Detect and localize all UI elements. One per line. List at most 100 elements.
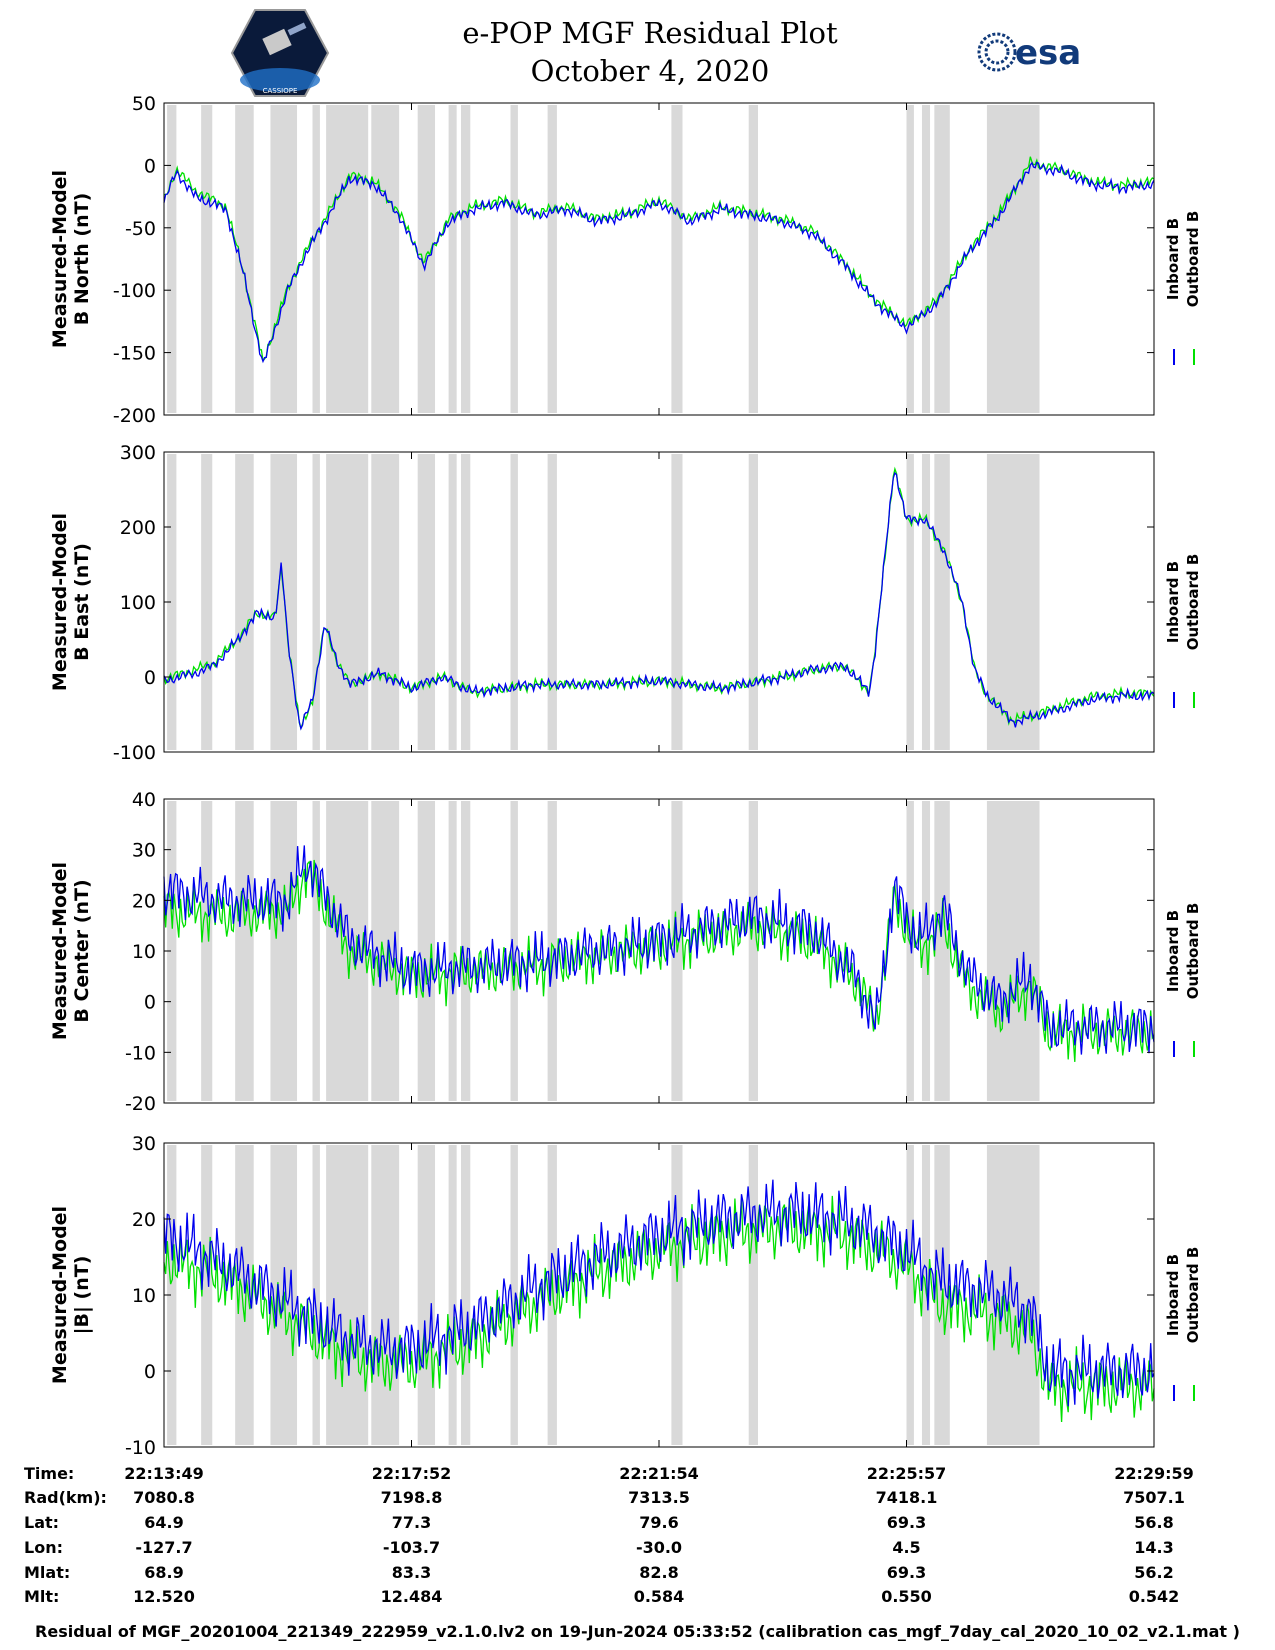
info-value-lat: 56.8 [1134,1513,1173,1532]
shade-band [510,105,518,413]
info-value-lon: -30.0 [636,1538,682,1557]
shade-band [167,454,177,750]
shade-band [671,1145,683,1445]
info-value-time: 22:29:59 [1114,1464,1194,1483]
series-line-inboard [163,161,1155,364]
series-line-inboard [163,1179,1155,1407]
shade-band [748,105,758,413]
shade-band [986,1145,1040,1445]
shade-band [934,105,950,413]
info-value-lat: 69.3 [887,1513,926,1532]
info-row-label: Lon: [24,1538,63,1557]
info-value-mlt: 0.542 [1129,1587,1180,1606]
series-line-outboard [163,859,1155,1062]
y-axis-label-line1: Measured-Model [49,862,71,1040]
info-value-mlat: 69.3 [887,1563,926,1582]
legend-inboard-label: Inboard B [1164,561,1182,643]
y-tick-label: 30 [132,1133,156,1155]
logo-left-text: CASSIOPE [263,87,298,95]
legend-outboard-label: Outboard B [1184,903,1202,1000]
y-tick-label: 0 [144,992,156,1014]
shade-band [326,454,369,750]
info-value-lon: -127.7 [135,1538,192,1557]
shade-band [906,801,914,1101]
y-axis-label-line2: B Center (nT) [71,879,93,1022]
series-line-inboard [163,471,1155,731]
info-value-lat: 79.6 [639,1513,678,1532]
y-tick-label: -10 [125,1042,156,1064]
shade-band [448,454,457,750]
shade-band [167,1145,177,1445]
shade-band [921,454,931,750]
y-tick-label: -50 [125,218,156,240]
shade-band [461,105,471,413]
info-value-lon: 14.3 [1134,1538,1173,1557]
y-tick-label: 20 [132,890,156,912]
y-tick-label: -20 [125,1093,156,1115]
shade-band [671,105,683,413]
legend-outboard-label: Outboard B [1184,211,1202,308]
info-value-mlat: 83.3 [392,1563,431,1582]
info-value-lon: -103.7 [383,1538,440,1557]
shade-band [270,801,298,1101]
info-value-mlat: 68.9 [144,1563,183,1582]
shade-band [547,1145,557,1445]
shade-band [235,105,254,413]
shade-band [510,454,518,750]
info-value-time: 22:17:52 [372,1464,452,1483]
legend-inboard-label: Inboard B [1164,1254,1182,1336]
shade-band [547,801,557,1101]
shade-band [371,1145,400,1445]
shade-band [906,105,914,413]
shade-band [921,801,931,1101]
shade-band [371,105,400,413]
y-axis-label-line1: Measured-Model [49,1206,71,1384]
y-axis-label-line2: B East (nT) [71,543,93,661]
shade-band [326,105,369,413]
shade-band [167,105,177,413]
shade-band [201,105,213,413]
title-line2: October 4, 2020 [530,54,770,88]
info-row-label: Lat: [24,1513,59,1532]
legend-inboard-label: Inboard B [1164,218,1182,300]
info-value-mlt: 0.584 [634,1587,685,1606]
chart-title: e-POP MGF Residual Plot October 4, 2020 [380,14,920,90]
shade-band [906,1145,914,1445]
shade-band [461,454,471,750]
info-value-mlt: 12.520 [133,1587,195,1606]
y-tick-label: 100 [120,592,156,614]
shade-band [510,1145,518,1445]
shade-band [167,801,177,1101]
shade-band [201,801,213,1101]
shade-band [417,801,436,1101]
info-value-mlat: 56.2 [1134,1563,1173,1582]
info-value-time: 22:25:57 [867,1464,947,1483]
shade-band [671,454,683,750]
info-value-mlt: 0.550 [881,1587,932,1606]
info-value-time: 22:13:49 [124,1464,204,1483]
cassiope-logo: CASSIOPE [230,9,330,97]
shade-band [201,454,213,750]
y-axis-label-line2: B North (nT) [71,193,93,326]
shade-band [461,801,471,1101]
shade-band [326,1145,369,1445]
shade-band [417,105,436,413]
y-tick-label: -200 [113,405,156,427]
shade-band [448,105,457,413]
info-value-rad: 7418.1 [876,1488,938,1507]
y-tick-label: 200 [120,517,156,539]
legend-outboard-label: Outboard B [1184,1247,1202,1344]
logo-esa-text: esa [1015,33,1081,73]
y-tick-label: -100 [113,742,156,764]
shade-band [986,454,1040,750]
shade-band [270,454,298,750]
info-value-lat: 64.9 [144,1513,183,1532]
footer-caption: Residual of MGF_20201004_221349_222959_v… [35,1622,1240,1641]
shade-band [986,801,1040,1101]
info-value-mlt: 12.484 [381,1587,443,1606]
esa-logo: esa [977,32,1081,73]
shade-band [921,105,931,413]
shade-band [235,1145,254,1445]
shade-band [461,1145,471,1445]
